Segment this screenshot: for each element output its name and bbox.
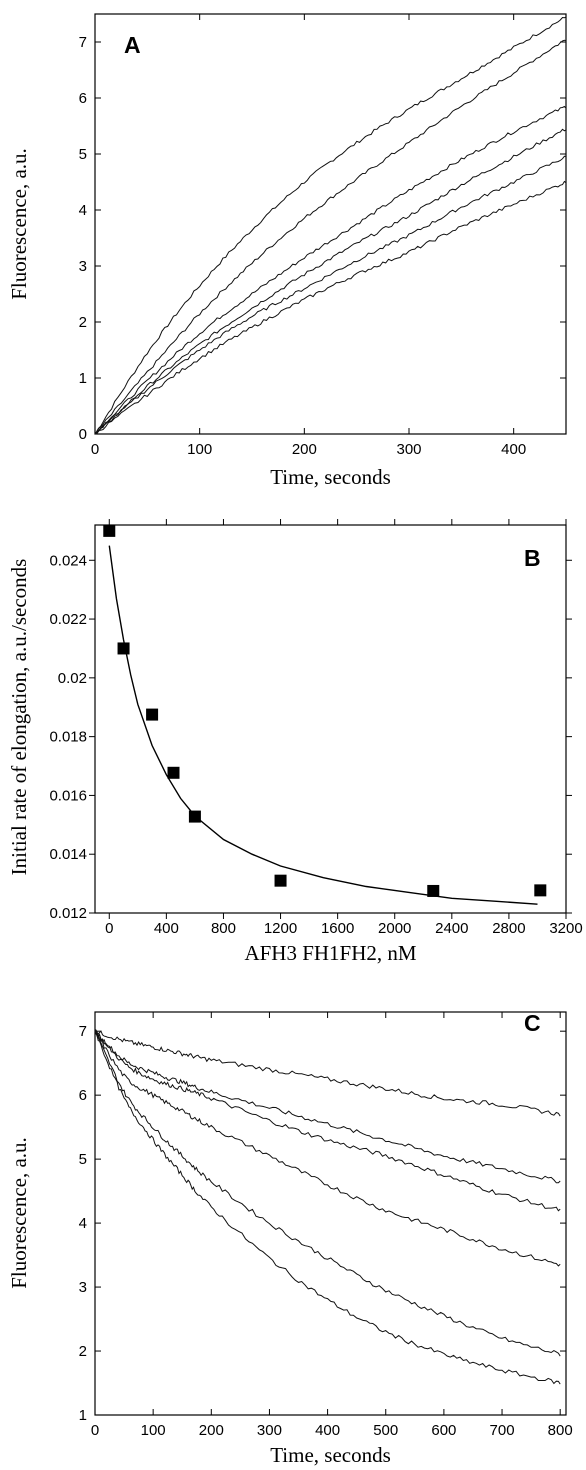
panel-letter-a: A <box>124 32 141 58</box>
y-tick-label: 2 <box>79 1343 87 1360</box>
x-tick-label: 1200 <box>264 920 297 937</box>
series-line-2 <box>94 1029 561 1184</box>
data-point-3 <box>146 708 159 721</box>
series-line-3 <box>94 1030 561 1212</box>
x-tick-label: 500 <box>373 1422 398 1439</box>
y-tick-label: 0.024 <box>49 552 87 569</box>
y-axis-title: Initial rate of elongation, a.u./seconds <box>7 559 31 876</box>
x-tick-label: 300 <box>396 441 421 458</box>
data-point-4 <box>167 766 180 779</box>
series-line-6 <box>94 1031 561 1385</box>
fit-curve <box>108 545 538 905</box>
plot-frame-b <box>94 524 567 914</box>
x-tick-label: 700 <box>490 1422 515 1439</box>
y-tick-label: 0.012 <box>49 905 87 922</box>
data-point-1 <box>103 524 116 537</box>
x-tick-label: 2000 <box>378 920 411 937</box>
series-line-5 <box>94 155 567 435</box>
y-axis-title: Fluorescence, a.u. <box>7 1137 31 1289</box>
x-tick-label: 200 <box>292 441 317 458</box>
y-tick-label: 4 <box>79 202 87 219</box>
x-tick-label: 1600 <box>321 920 354 937</box>
y-tick-label: 0.02 <box>58 670 87 687</box>
y-tick-label: 0.014 <box>49 846 87 863</box>
y-tick-label: 0.018 <box>49 729 87 746</box>
series-line-6 <box>95 180 567 435</box>
x-tick-label: 0 <box>105 920 113 937</box>
y-axis-title: Fluorescence, a.u. <box>7 148 31 300</box>
x-tick-label: 300 <box>257 1422 282 1439</box>
x-tick-label: 0 <box>91 1422 99 1439</box>
x-axis-title: Time, seconds <box>270 1443 391 1467</box>
data-point-6 <box>274 874 287 887</box>
series-line-1 <box>94 1030 561 1117</box>
y-tick-label: 0 <box>79 426 87 443</box>
series-line-5 <box>94 1030 561 1357</box>
y-tick-label: 1 <box>79 1407 87 1424</box>
panel-letter-c: C <box>524 1010 541 1036</box>
y-tick-label: 6 <box>79 90 87 107</box>
y-tick-label: 7 <box>79 1023 87 1040</box>
x-tick-label: 100 <box>141 1422 166 1439</box>
x-tick-label: 200 <box>199 1422 224 1439</box>
y-tick-label: 0.022 <box>49 611 87 628</box>
x-tick-label: 3200 <box>549 920 582 937</box>
x-tick-label: 400 <box>154 920 179 937</box>
series-line-4 <box>94 1030 561 1267</box>
x-tick-label: 400 <box>501 441 526 458</box>
data-point-8 <box>534 884 547 897</box>
x-axis-title: AFH3 FH1FH2, nM <box>244 941 416 965</box>
x-tick-label: 600 <box>431 1422 456 1439</box>
y-tick-label: 5 <box>79 146 87 163</box>
series-line-3 <box>95 105 567 435</box>
data-point-2 <box>117 642 130 655</box>
y-tick-label: 2 <box>79 314 87 331</box>
x-tick-label: 2800 <box>492 920 525 937</box>
y-tick-label: 6 <box>79 1087 87 1104</box>
plot-frame-c <box>94 1011 567 1416</box>
series-line-4 <box>94 128 567 435</box>
data-point-5 <box>188 810 201 823</box>
plot-frame-a <box>94 13 567 435</box>
y-tick-label: 5 <box>79 1151 87 1168</box>
x-tick-label: 100 <box>187 441 212 458</box>
x-tick-label: 800 <box>548 1422 573 1439</box>
x-tick-label: 0 <box>91 441 99 458</box>
y-tick-label: 4 <box>79 1215 87 1232</box>
y-tick-label: 3 <box>79 1279 87 1296</box>
x-axis-title: Time, seconds <box>270 465 391 489</box>
y-tick-label: 3 <box>79 258 87 275</box>
x-tick-label: 400 <box>315 1422 340 1439</box>
y-tick-label: 0.016 <box>49 787 87 804</box>
data-point-7 <box>427 884 440 897</box>
y-tick-label: 7 <box>79 34 87 51</box>
series-line-1 <box>94 16 567 435</box>
series-line-2 <box>94 39 567 435</box>
x-tick-label: 800 <box>211 920 236 937</box>
panel-letter-b: B <box>524 545 541 571</box>
y-tick-label: 1 <box>79 370 87 387</box>
x-tick-label: 2400 <box>435 920 468 937</box>
